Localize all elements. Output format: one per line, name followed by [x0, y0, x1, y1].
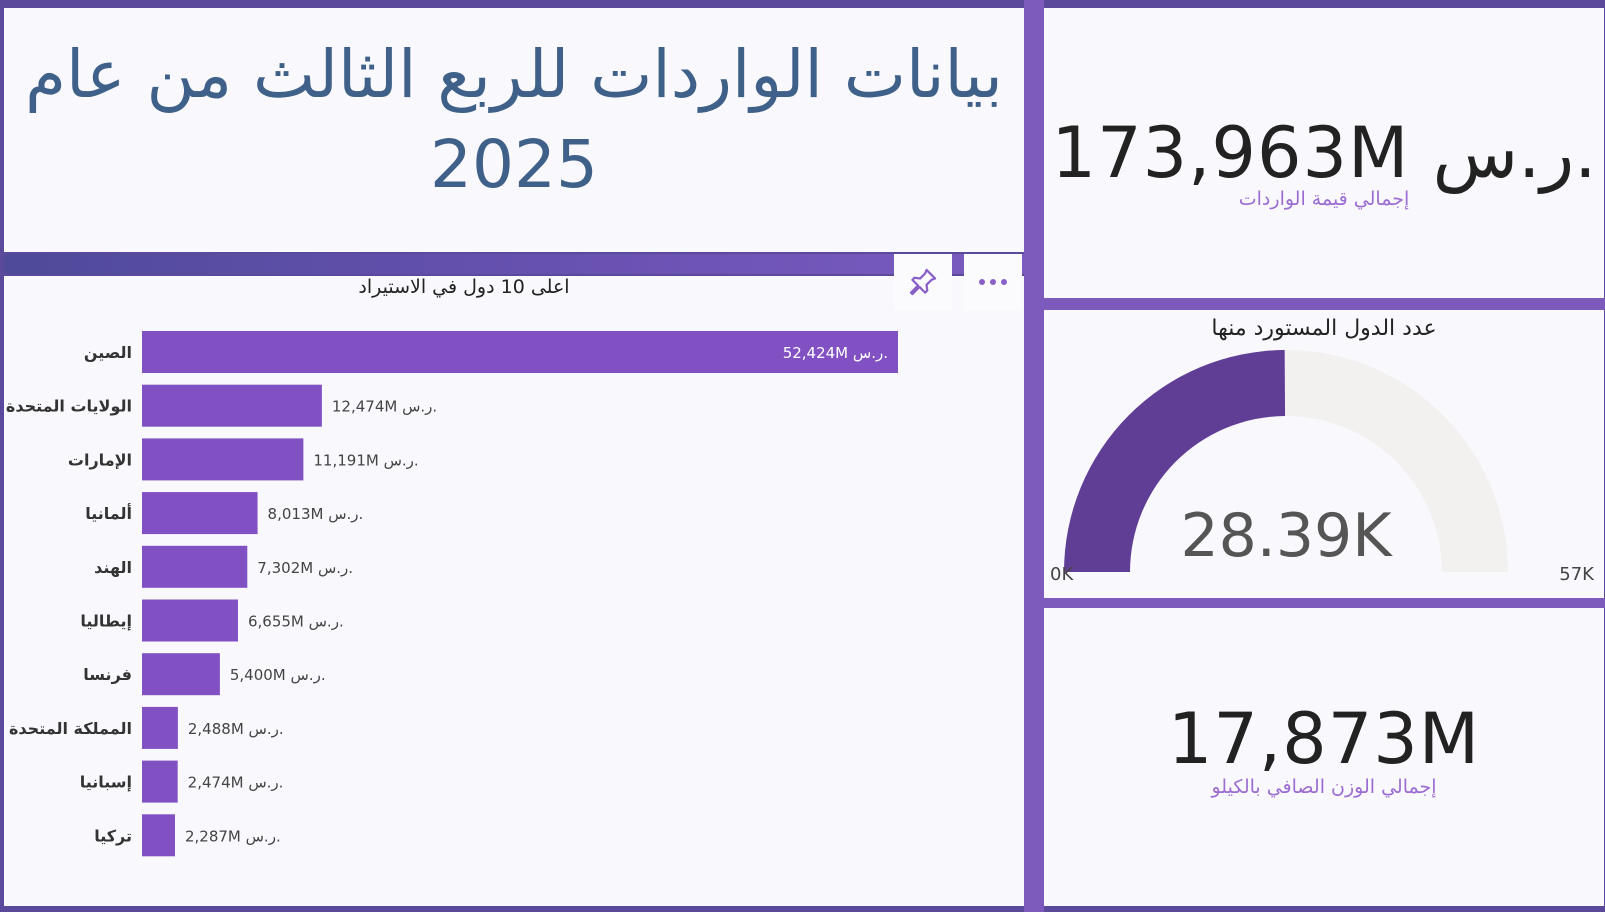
gauge-value: 28.39K	[1180, 501, 1393, 571]
bar[interactable]	[142, 438, 304, 481]
gauge-min-label: 0K	[1050, 564, 1074, 585]
bar[interactable]	[142, 492, 258, 535]
data-label: 2,488M ر.س.	[188, 720, 284, 738]
horizontal-divider	[1044, 298, 1605, 310]
vertical-divider	[1024, 0, 1044, 912]
more-options-button[interactable]	[964, 254, 1022, 310]
chart-header-strip	[4, 254, 1024, 274]
total-net-weight: 17,873M	[1167, 698, 1481, 780]
pin-icon	[909, 268, 937, 296]
bar[interactable]	[142, 599, 238, 642]
category-label: الهند	[94, 558, 132, 577]
bar[interactable]	[142, 760, 178, 803]
total-net-weight-card: 17,873M إجمالي الوزن الصافي بالكيلو	[1044, 608, 1604, 906]
category-label: ألمانيا	[85, 503, 132, 523]
horizontal-divider	[1044, 598, 1605, 608]
bar-chart: الصين 52,424M ر.س. الولايات المتحدة 12,474M…	[6, 331, 898, 857]
pin-button[interactable]	[894, 254, 952, 310]
data-label: 11,191M ر.س.	[313, 451, 418, 469]
category-label: تركيا	[94, 826, 132, 845]
top-countries-chart-card: اعلى 10 دول في الاستيراد الصين 52,424M ر.…	[4, 276, 1024, 906]
total-import-value-card: 173,963M ر.س. إجمالي قيمة الواردات	[1044, 8, 1604, 298]
bar[interactable]	[142, 545, 248, 588]
data-label: 6,655M ر.س.	[248, 613, 344, 631]
data-label: 5,400M ر.س.	[230, 666, 326, 684]
data-label: 2,474M ر.س.	[188, 774, 284, 792]
bar[interactable]	[142, 706, 178, 749]
bar[interactable]	[142, 653, 220, 696]
total-net-weight-label: إجمالي الوزن الصافي بالكيلو	[1211, 776, 1437, 798]
chart-title: اعلى 10 دول في الاستيراد	[358, 276, 570, 298]
bar[interactable]	[142, 331, 898, 373]
bar[interactable]	[142, 384, 322, 427]
total-import-value: 173,963M ر.س.	[1051, 112, 1597, 194]
gauge-fill	[1064, 350, 1286, 572]
data-label: 8,013M ر.س.	[268, 505, 364, 523]
more-options-icon	[979, 279, 1007, 285]
title-card: بيانات الواردات للربع الثالث من عام 2025	[4, 8, 1024, 252]
category-label: إسبانيا	[80, 773, 132, 792]
data-label: 12,474M ر.س.	[332, 398, 437, 416]
category-label: الإمارات	[68, 450, 132, 469]
gauge-title: عدد الدول المستورد منها	[1211, 316, 1437, 341]
data-label: 7,302M ر.س.	[257, 559, 353, 577]
page-title: بيانات الواردات للربع الثالث من عام 2025	[25, 36, 1003, 203]
bar[interactable]	[142, 814, 175, 857]
gauge: 28.39K 0K 57K	[1050, 350, 1595, 585]
category-label: الصين	[84, 343, 132, 362]
total-import-value-label: إجمالي قيمة الواردات	[1238, 188, 1410, 210]
data-label: 52,424M ر.س.	[783, 344, 888, 362]
category-label: المملكة المتحدة	[9, 719, 132, 738]
countries-count-gauge-card: عدد الدول المستورد منها 28.39K 0K 57K	[1044, 310, 1604, 598]
data-label: 2,287M ر.س.	[185, 827, 281, 845]
category-label: الولايات المتحدة	[6, 397, 132, 416]
category-label: فرنسا	[83, 665, 132, 684]
category-label: إيطاليا	[80, 612, 132, 631]
gauge-max-label: 57K	[1559, 564, 1595, 585]
